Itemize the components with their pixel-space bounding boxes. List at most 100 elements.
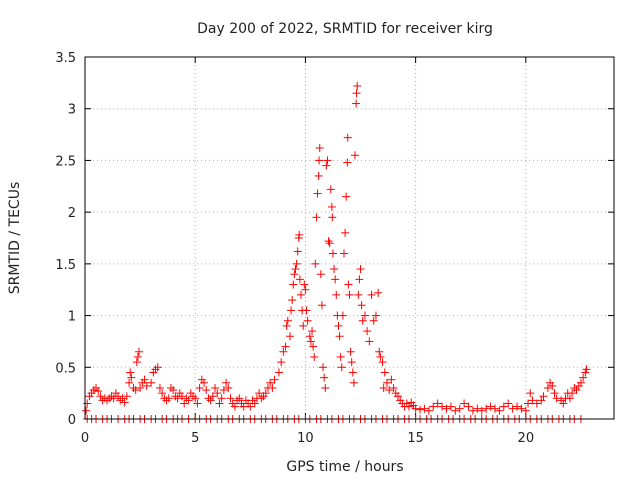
data-point [524, 399, 533, 408]
data-point [120, 398, 129, 407]
data-point [166, 383, 175, 392]
gridlines [85, 57, 614, 419]
data-point [164, 394, 173, 403]
y-tick-label: 2 [68, 206, 76, 221]
data-point [116, 396, 125, 405]
data-point [202, 386, 211, 395]
data-point [306, 337, 315, 346]
data-point [142, 381, 151, 390]
data-point [446, 402, 455, 411]
data-point [508, 404, 517, 413]
data-point [96, 392, 105, 401]
data-point [208, 392, 217, 401]
data-point [180, 399, 189, 408]
data-point [517, 404, 526, 413]
data-point [295, 275, 304, 284]
data-point [389, 383, 398, 392]
data-point [357, 301, 366, 310]
data-point [305, 332, 314, 341]
data-point [477, 406, 486, 415]
data-point [342, 192, 351, 201]
data-point [328, 213, 337, 222]
data-point [126, 368, 135, 377]
data-point [543, 383, 552, 392]
data-point [268, 383, 277, 392]
data-point [335, 332, 344, 341]
data-point [310, 352, 319, 361]
data-point [261, 389, 270, 398]
data-point [513, 402, 522, 411]
data-point [385, 386, 394, 395]
data-point [424, 406, 433, 415]
data-point [363, 327, 372, 336]
data-point [328, 249, 337, 258]
data-point [464, 402, 473, 411]
data-point [582, 365, 591, 374]
data-point [109, 394, 118, 403]
data-point [539, 392, 548, 401]
data-point [352, 99, 361, 108]
data-point [559, 399, 568, 408]
y-tick-label: 3.5 [55, 51, 76, 66]
y-axis-label: SRMTID / TECUs [7, 182, 23, 295]
x-tick-label: 5 [191, 431, 199, 446]
data-point [257, 394, 266, 403]
data-point [429, 402, 438, 411]
data-point [312, 213, 321, 222]
data-point [334, 321, 343, 330]
data-point [455, 404, 464, 413]
data-point [438, 402, 447, 411]
data-point [537, 396, 546, 405]
data-point [224, 383, 233, 392]
data-point [320, 373, 329, 382]
data-point [103, 396, 112, 405]
data-point [433, 399, 442, 408]
data-point [140, 375, 149, 384]
y-tick-label: 0 [68, 413, 76, 428]
x-axis-label: GPS time / hours [286, 459, 403, 475]
data-point [355, 275, 364, 284]
data-point [336, 352, 345, 361]
y-tick-label: 0.5 [55, 361, 76, 376]
data-point [303, 316, 312, 325]
data-point [351, 151, 360, 160]
data-point [291, 265, 300, 274]
data-point [281, 342, 290, 351]
data-point [288, 296, 297, 305]
data-point [147, 378, 156, 387]
data-point [193, 399, 202, 408]
data-point [277, 358, 286, 367]
data-point [300, 280, 309, 289]
data-point [82, 406, 91, 415]
data-point [282, 321, 291, 330]
data-point [133, 352, 142, 361]
data-point [521, 406, 530, 415]
data-point [346, 347, 355, 356]
x-tick-label: 20 [518, 431, 535, 446]
data-point [572, 386, 581, 395]
data-point [215, 399, 224, 408]
data-point [322, 161, 331, 170]
data-point [486, 402, 495, 411]
data-point [442, 404, 451, 413]
data-point [169, 386, 178, 395]
data-point [460, 399, 469, 408]
data-point [451, 406, 460, 415]
data-point [177, 392, 186, 401]
data-point [378, 358, 387, 367]
data-point [219, 386, 228, 395]
data-point [548, 381, 557, 390]
data-point [416, 405, 425, 414]
data-point [230, 402, 239, 411]
data-point [289, 280, 298, 289]
data-point [136, 383, 145, 392]
data-point [331, 275, 340, 284]
data-point [200, 378, 209, 387]
data-point [135, 347, 144, 356]
data-point [352, 89, 361, 98]
data-point [122, 392, 131, 401]
data-point [482, 404, 491, 413]
data-point [315, 156, 324, 165]
data-point [191, 394, 200, 403]
